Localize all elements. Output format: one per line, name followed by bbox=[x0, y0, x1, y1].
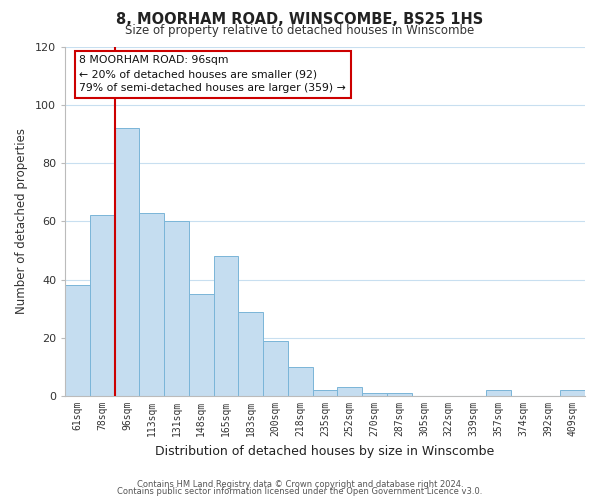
Bar bbox=[337, 388, 362, 396]
Bar bbox=[387, 393, 412, 396]
Bar bbox=[164, 222, 189, 396]
Bar bbox=[115, 128, 139, 396]
Bar bbox=[486, 390, 511, 396]
Bar bbox=[65, 286, 90, 396]
Bar bbox=[560, 390, 585, 396]
Bar bbox=[362, 393, 387, 396]
Text: 8, MOORHAM ROAD, WINSCOMBE, BS25 1HS: 8, MOORHAM ROAD, WINSCOMBE, BS25 1HS bbox=[116, 12, 484, 28]
Bar bbox=[238, 312, 263, 396]
X-axis label: Distribution of detached houses by size in Winscombe: Distribution of detached houses by size … bbox=[155, 444, 494, 458]
Bar bbox=[90, 216, 115, 396]
Text: 8 MOORHAM ROAD: 96sqm
← 20% of detached houses are smaller (92)
79% of semi-deta: 8 MOORHAM ROAD: 96sqm ← 20% of detached … bbox=[79, 55, 346, 93]
Bar bbox=[313, 390, 337, 396]
Bar bbox=[214, 256, 238, 396]
Bar bbox=[263, 340, 288, 396]
Bar bbox=[139, 212, 164, 396]
Text: Contains public sector information licensed under the Open Government Licence v3: Contains public sector information licen… bbox=[118, 487, 482, 496]
Bar bbox=[288, 367, 313, 396]
Bar bbox=[189, 294, 214, 396]
Y-axis label: Number of detached properties: Number of detached properties bbox=[15, 128, 28, 314]
Text: Size of property relative to detached houses in Winscombe: Size of property relative to detached ho… bbox=[125, 24, 475, 37]
Text: Contains HM Land Registry data © Crown copyright and database right 2024.: Contains HM Land Registry data © Crown c… bbox=[137, 480, 463, 489]
